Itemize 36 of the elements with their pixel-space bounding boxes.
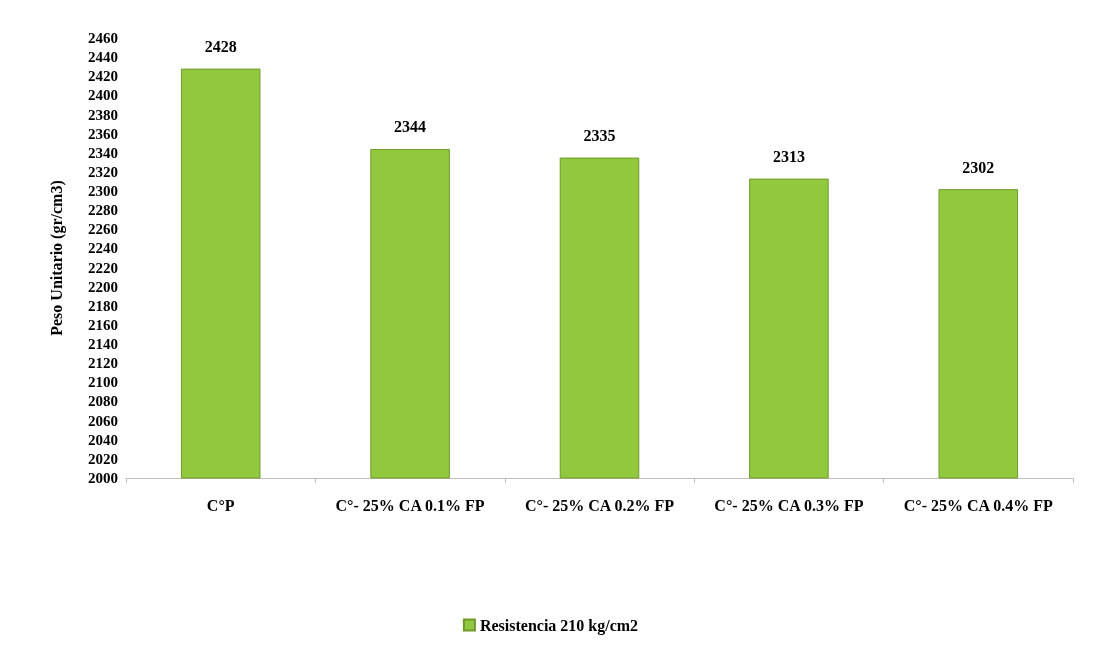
y-tick-label: 2200 [88,278,118,295]
y-tick-label: 2000 [88,470,118,486]
data-label: 2344 [394,118,427,136]
y-tick-label: 2020 [88,450,118,467]
x-tick-label: C°- 25% CA 0.3% FP [714,496,864,514]
y-tick-label: 2360 [88,125,118,142]
y-tick-label: 2440 [88,49,118,66]
data-label: 2302 [962,158,995,176]
y-tick-label: 2240 [88,240,118,257]
y-tick-label: 2340 [88,144,118,161]
y-tick-label: 2280 [88,202,118,219]
x-tick-label: C°- 25% CA 0.4% FP [903,496,1054,514]
y-tick-label: 2140 [88,336,118,353]
y-tick-label: 2100 [88,374,118,391]
y-tick-label: 2040 [88,431,118,448]
x-tick-label: C°- 25% CA 0.1% FP [335,496,485,514]
data-label: 2335 [583,127,616,145]
y-tick-label: 2420 [88,68,118,85]
data-label: 2428 [204,38,237,56]
y-tick-label: 2460 [88,30,118,46]
y-tick-label: 2160 [88,316,118,333]
y-tick-label: 2300 [88,183,118,200]
legend-label: Resistencia 210 kg/cm2 [479,616,639,635]
x-tick-label: C°P [206,496,235,514]
y-tick-label: 2400 [88,87,118,104]
data-label: 2313 [772,148,805,166]
y-tick-label: 2380 [88,106,118,123]
y-tick-label: 2080 [88,393,118,410]
y-tick-label: 2060 [88,412,118,429]
y-axis-title: Peso Unitario (gr/cm3) [47,180,66,336]
y-tick-label: 2320 [88,163,118,180]
y-tick-label: 2260 [88,221,118,238]
x-tick-label: C°- 25% CA 0.2% FP [524,496,675,514]
y-tick-label: 2180 [88,297,118,314]
y-tick-label: 2120 [88,355,118,372]
y-tick-label: 2220 [88,259,118,276]
